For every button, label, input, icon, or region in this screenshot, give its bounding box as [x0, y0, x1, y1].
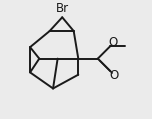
- Text: O: O: [108, 36, 117, 49]
- Text: O: O: [109, 69, 119, 82]
- Text: Br: Br: [56, 2, 69, 15]
